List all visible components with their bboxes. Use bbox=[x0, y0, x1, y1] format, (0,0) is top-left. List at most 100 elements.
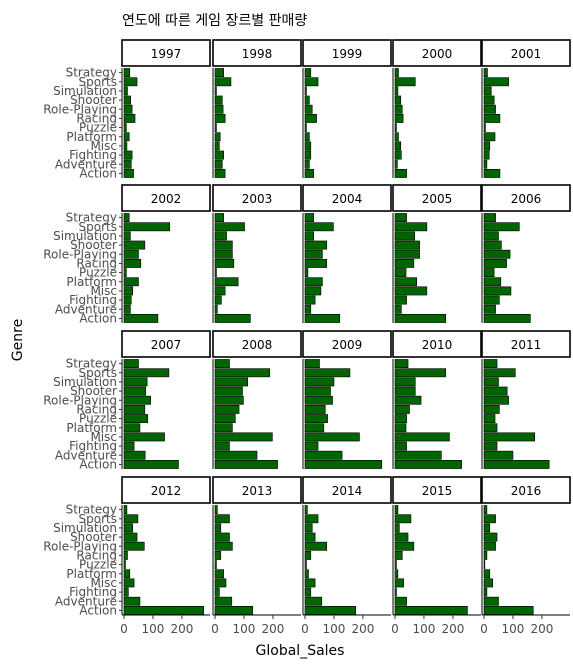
bar bbox=[483, 68, 488, 78]
bar bbox=[304, 104, 313, 114]
y-tick-label: Puzzle bbox=[79, 558, 117, 572]
y-tick-label: Role-Playing bbox=[43, 247, 117, 261]
bar bbox=[214, 505, 218, 515]
bar bbox=[394, 113, 404, 123]
bar bbox=[483, 222, 520, 232]
bar bbox=[214, 414, 236, 424]
bar bbox=[123, 377, 148, 387]
bar bbox=[123, 395, 151, 405]
facet-strip-label: 2011 bbox=[511, 338, 542, 352]
bar bbox=[214, 86, 217, 96]
bar bbox=[214, 295, 222, 305]
y-tick-label: Platform bbox=[66, 275, 117, 289]
bar bbox=[123, 560, 126, 570]
bar bbox=[123, 213, 130, 223]
bar bbox=[304, 505, 308, 515]
bar bbox=[304, 95, 310, 105]
bar bbox=[214, 386, 243, 396]
bar bbox=[123, 432, 165, 442]
y-tick-label: Fighting bbox=[69, 439, 117, 453]
bar bbox=[123, 113, 136, 123]
bar bbox=[304, 213, 314, 223]
bar bbox=[304, 395, 333, 405]
bar bbox=[394, 459, 462, 469]
y-tick-label: Puzzle bbox=[79, 412, 117, 426]
x-tick-label: 100 bbox=[142, 622, 165, 636]
bar bbox=[304, 386, 331, 396]
facet-strip-label: 2005 bbox=[422, 192, 453, 206]
y-tick-label: Action bbox=[79, 311, 117, 325]
y-tick-label: Adventure bbox=[55, 448, 117, 462]
y-tick-label: Strategy bbox=[66, 503, 117, 517]
facet-strip bbox=[481, 476, 571, 504]
facet-strip bbox=[392, 476, 482, 504]
y-tick-label: Misc bbox=[90, 576, 117, 590]
bar bbox=[123, 249, 139, 259]
bar bbox=[394, 441, 407, 451]
bar bbox=[394, 86, 399, 96]
bar bbox=[394, 414, 407, 424]
bar bbox=[304, 295, 316, 305]
bar bbox=[123, 95, 131, 105]
bar bbox=[304, 313, 341, 323]
y-tick-label: Adventure bbox=[55, 594, 117, 608]
bar bbox=[483, 104, 496, 114]
facet-strip bbox=[302, 184, 392, 212]
y-tick-label: Fighting bbox=[69, 585, 117, 599]
bar bbox=[123, 578, 135, 588]
bar bbox=[483, 569, 491, 579]
x-tick-label: 0 bbox=[301, 622, 309, 636]
bar bbox=[214, 459, 278, 469]
bar bbox=[304, 123, 307, 133]
bar bbox=[304, 77, 319, 87]
bar bbox=[394, 77, 416, 87]
bar bbox=[304, 168, 314, 178]
bar bbox=[483, 404, 500, 414]
y-tick-label: Shooter bbox=[70, 238, 117, 252]
bar bbox=[483, 423, 498, 433]
bar bbox=[214, 277, 239, 287]
x-tick-label: 100 bbox=[502, 622, 525, 636]
bar bbox=[483, 441, 498, 451]
bar bbox=[214, 123, 217, 133]
y-tick-label: Role-Playing bbox=[43, 393, 117, 407]
bar bbox=[483, 532, 498, 542]
x-tick-label: 100 bbox=[413, 622, 436, 636]
bar bbox=[214, 550, 222, 560]
bar bbox=[483, 113, 501, 123]
bar bbox=[394, 532, 409, 542]
bar bbox=[483, 395, 509, 405]
bar bbox=[123, 240, 146, 250]
bar bbox=[394, 132, 399, 142]
bar bbox=[483, 560, 486, 570]
bar bbox=[214, 541, 233, 551]
facet-strip-label: 1997 bbox=[151, 47, 182, 61]
facet-strip-label: 2010 bbox=[422, 338, 453, 352]
facet-strip-label: 2001 bbox=[511, 47, 542, 61]
bar bbox=[214, 231, 227, 241]
bar bbox=[483, 123, 486, 133]
bar bbox=[123, 459, 179, 469]
facet-strip-label: 2014 bbox=[332, 484, 363, 498]
bar bbox=[483, 141, 491, 151]
facet-strip bbox=[212, 39, 302, 67]
facet-strip-label: 2012 bbox=[151, 484, 182, 498]
bar bbox=[214, 404, 240, 414]
facet-strip-label: 2000 bbox=[422, 47, 453, 61]
bar bbox=[123, 304, 131, 314]
bar bbox=[214, 441, 230, 451]
bar bbox=[214, 222, 245, 232]
bar bbox=[483, 505, 488, 515]
bar bbox=[214, 77, 232, 87]
bar bbox=[394, 395, 422, 405]
bar bbox=[123, 68, 131, 78]
bar bbox=[304, 459, 383, 469]
bar bbox=[394, 605, 468, 615]
bar bbox=[483, 249, 511, 259]
bar bbox=[123, 532, 138, 542]
y-tick-label: Puzzle bbox=[79, 121, 117, 135]
x-tick-label: 0 bbox=[391, 622, 399, 636]
x-axis-label: Global_Sales bbox=[256, 643, 345, 659]
facet-strip bbox=[212, 184, 302, 212]
